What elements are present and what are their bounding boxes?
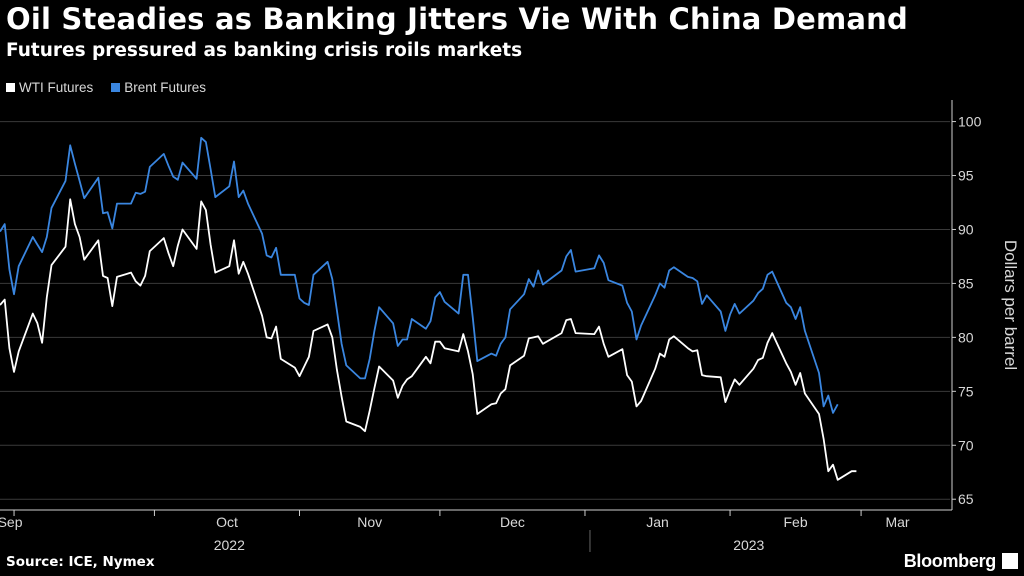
y-tick-label-95: 95	[958, 168, 974, 184]
series-line-wti	[0, 198, 857, 481]
source-note: Source: ICE, Nymex	[6, 554, 155, 570]
brand-logo-text: Bloomberg	[903, 551, 997, 571]
x-tick-label-jan: Jan	[646, 514, 669, 530]
x-tick-label-sep: Sep	[0, 514, 23, 530]
y-tick-label-90: 90	[958, 221, 974, 237]
y-tick-label-70: 70	[958, 437, 974, 453]
legend-label-brent: Brent Futures	[124, 79, 207, 95]
legend-item-brent: Brent Futures	[111, 80, 206, 95]
x-tick-label-oct: Oct	[216, 514, 238, 530]
year-label-2023: 2023	[733, 537, 764, 553]
chart-subtitle: Futures pressured as banking crisis roil…	[6, 40, 523, 61]
year-label-2022: 2022	[214, 537, 245, 553]
x-tick-label-mar: Mar	[885, 514, 909, 530]
legend-label-wti: WTI Futures	[19, 79, 94, 95]
y-tick-label-100: 100	[958, 114, 982, 130]
legend-item-wti: WTI Futures	[6, 80, 93, 95]
y-tick-label-80: 80	[958, 329, 974, 345]
y-axis-label: Dollars per barrel	[1001, 240, 1020, 370]
legend: WTI Futures Brent Futures	[6, 78, 224, 96]
legend-swatch-brent	[111, 82, 121, 92]
x-tick-label-dec: Dec	[500, 514, 525, 530]
x-tick-label-feb: Feb	[784, 514, 808, 530]
x-tick-label-nov: Nov	[357, 514, 382, 530]
y-tick-label-75: 75	[958, 383, 974, 399]
brand-square-icon	[1002, 553, 1018, 569]
y-tick-label-65: 65	[958, 491, 974, 507]
chart-title: Oil Steadies as Banking Jitters Vie With…	[6, 2, 908, 36]
series-line-brent	[0, 136, 839, 414]
y-tick-label-85: 85	[958, 275, 974, 291]
legend-swatch-wti	[6, 82, 15, 92]
